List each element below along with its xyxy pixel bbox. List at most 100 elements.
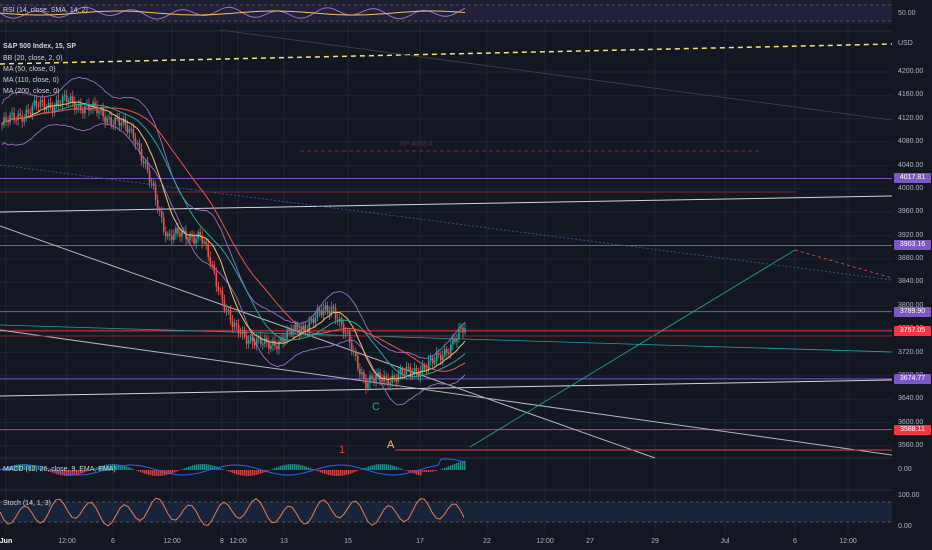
macd-bar bbox=[248, 470, 250, 476]
price-tick: 3880.00 bbox=[898, 255, 924, 262]
candle-body bbox=[132, 129, 135, 139]
candle-body bbox=[352, 351, 355, 353]
macd-bar bbox=[14, 465, 16, 470]
price-tick: 3960.00 bbox=[898, 208, 924, 216]
macd-bar bbox=[334, 470, 336, 476]
projection-line bbox=[469, 249, 796, 448]
symbol-title[interactable]: S&P 500 Index, 15, SP bbox=[3, 43, 77, 50]
macd-bar bbox=[176, 470, 178, 472]
candle-body bbox=[407, 367, 410, 369]
macd-bar bbox=[120, 464, 122, 470]
candle-body bbox=[340, 318, 343, 325]
wave-label-1: 1 bbox=[339, 444, 346, 456]
macd-bar bbox=[228, 470, 230, 472]
macd-label[interactable]: MACD (12, 26, close, 9, EMA, EMA) bbox=[3, 466, 116, 473]
macd-bar bbox=[72, 470, 74, 476]
rsi-label[interactable]: RSI (14, close, SMA, 14, 2) bbox=[3, 7, 88, 14]
macd-bar bbox=[20, 464, 22, 470]
macd-bar bbox=[346, 470, 348, 475]
candle-body bbox=[154, 186, 157, 201]
candle-body bbox=[27, 109, 30, 113]
candle-body bbox=[441, 355, 444, 361]
candle-body bbox=[435, 352, 438, 361]
macd-bar bbox=[274, 468, 276, 470]
candle-body bbox=[423, 365, 426, 369]
candle-body bbox=[464, 328, 466, 333]
ma110-label[interactable]: MA (110, close, 0) bbox=[3, 77, 59, 84]
macd-bar bbox=[242, 470, 244, 476]
macd-bar bbox=[244, 470, 246, 476]
price-tick: 3560.00 bbox=[898, 442, 924, 449]
bb-label[interactable]: BB (20, close, 2, 0) bbox=[3, 55, 63, 62]
macd-bar bbox=[326, 470, 328, 475]
candle-body bbox=[86, 104, 88, 106]
macd-bar bbox=[98, 466, 100, 470]
price-tick: 3640.00 bbox=[898, 395, 924, 403]
candle-body bbox=[114, 117, 117, 125]
macd-bar bbox=[162, 470, 164, 476]
candle-body bbox=[227, 309, 230, 311]
time-tick: 6 bbox=[111, 538, 115, 545]
candle-body bbox=[324, 305, 327, 310]
ma50-label[interactable]: MA (50, close, 0) bbox=[3, 66, 56, 73]
ma200-label[interactable]: MA (200, close, 0) bbox=[3, 88, 60, 95]
macd-bar bbox=[240, 470, 242, 476]
macd-bar bbox=[42, 468, 44, 470]
time-tick: 22 bbox=[483, 538, 491, 545]
candle-body bbox=[365, 378, 367, 389]
macd-bar bbox=[218, 467, 220, 470]
macd-bar bbox=[118, 464, 120, 470]
rsi-tick: 50.00 bbox=[898, 10, 916, 17]
candle-body bbox=[225, 309, 228, 311]
macd-bar bbox=[452, 464, 454, 470]
candle-body bbox=[164, 231, 167, 237]
candle-body bbox=[173, 233, 175, 240]
macd-bar bbox=[368, 466, 370, 470]
macd-bar bbox=[330, 470, 332, 476]
candle-body bbox=[355, 351, 357, 356]
candle-body bbox=[116, 117, 119, 119]
macd-bar bbox=[192, 465, 194, 470]
macd-bar bbox=[328, 470, 330, 475]
macd-bar bbox=[106, 464, 108, 470]
candle-body bbox=[152, 182, 155, 187]
macd-bar bbox=[202, 464, 204, 470]
candle-body bbox=[134, 138, 137, 145]
macd-bar bbox=[344, 470, 346, 476]
macd-bar bbox=[278, 466, 280, 470]
candle-body bbox=[415, 368, 418, 372]
stoch-tick-low: 0.00 bbox=[898, 523, 912, 530]
macd-bar bbox=[444, 467, 446, 470]
candle-body bbox=[126, 125, 129, 133]
stoch-label[interactable]: Stoch (14, 1, 3) bbox=[3, 500, 51, 507]
candle-body bbox=[57, 100, 60, 105]
candle-body bbox=[158, 210, 161, 212]
macd-bar bbox=[198, 464, 200, 470]
price-tick: 4120.00 bbox=[898, 114, 924, 122]
candle-body bbox=[171, 235, 173, 240]
bb-upper bbox=[1, 76, 466, 359]
macd-bar bbox=[324, 470, 326, 474]
price-tag: 3588.11 bbox=[894, 424, 931, 435]
macd-bar bbox=[290, 464, 292, 470]
ma110-line bbox=[1, 103, 466, 378]
candle-body bbox=[94, 102, 96, 106]
macd-bar bbox=[390, 465, 392, 470]
candle-body bbox=[29, 112, 32, 115]
candle-body bbox=[282, 337, 284, 342]
candle-body bbox=[49, 102, 52, 108]
macd-bar bbox=[82, 470, 84, 474]
macd-bar bbox=[178, 470, 180, 471]
macd-bar bbox=[304, 466, 306, 470]
macd-bar bbox=[8, 466, 10, 470]
macd-bar bbox=[460, 461, 462, 470]
macd-bar bbox=[306, 466, 308, 470]
candle-body bbox=[346, 332, 349, 334]
candle-body bbox=[298, 329, 301, 335]
candle-body bbox=[156, 200, 159, 211]
candle-body bbox=[67, 100, 70, 103]
macd-bar bbox=[112, 464, 114, 470]
candle-body bbox=[425, 368, 428, 370]
macd-bar bbox=[158, 470, 160, 476]
